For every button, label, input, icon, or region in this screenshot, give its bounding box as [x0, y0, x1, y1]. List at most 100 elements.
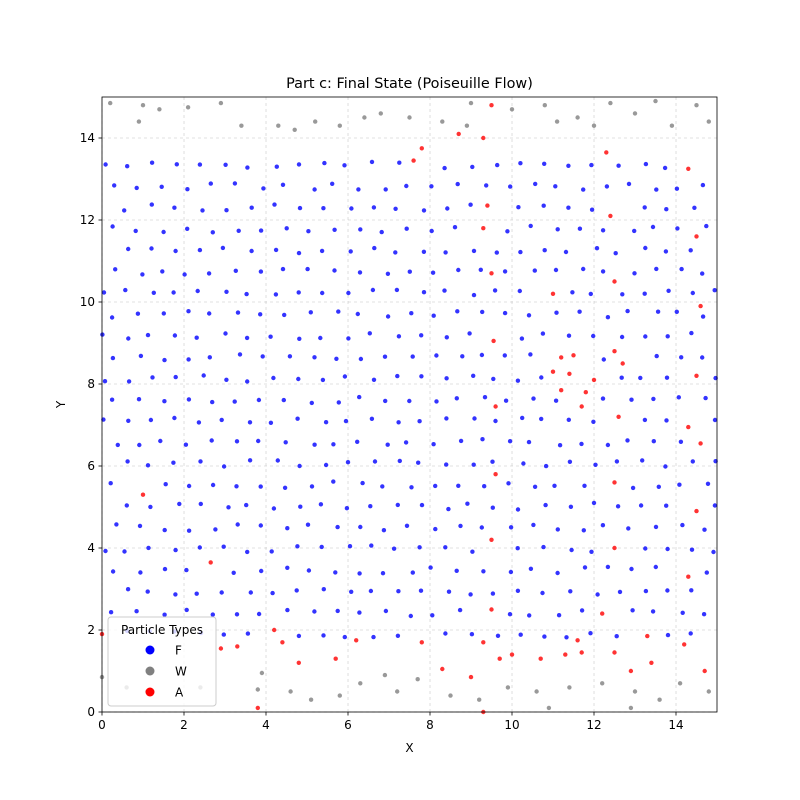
- particle-F: [419, 333, 424, 338]
- particle-F: [173, 248, 178, 254]
- particle-F: [383, 187, 388, 192]
- particle-F: [556, 613, 562, 618]
- particle-F: [295, 544, 300, 549]
- particle-F: [318, 502, 324, 507]
- legend-title: Particle Types: [121, 623, 203, 637]
- particle-F: [540, 590, 545, 596]
- particle-F: [148, 417, 154, 423]
- particle-F: [223, 162, 228, 167]
- particle-A: [686, 166, 691, 171]
- particle-F: [172, 415, 177, 421]
- particle-F: [515, 588, 521, 593]
- particle-A: [497, 656, 502, 661]
- particle-F: [589, 207, 595, 212]
- particle-F: [345, 460, 351, 465]
- particle-F: [344, 506, 350, 511]
- y-tick-label: 4: [87, 541, 95, 555]
- particle-F: [379, 229, 384, 235]
- particle-F: [678, 439, 684, 444]
- particle-F: [632, 271, 637, 276]
- particle-F: [680, 610, 685, 615]
- particle-F: [396, 420, 401, 425]
- particle-F: [629, 566, 634, 572]
- particle-F: [519, 336, 525, 341]
- particle-A: [616, 414, 621, 419]
- legend-label-A: A: [175, 686, 184, 700]
- particle-F: [221, 544, 226, 549]
- particle-F: [124, 503, 129, 508]
- particle-F: [541, 544, 546, 550]
- x-tick-label: 4: [262, 718, 270, 732]
- particle-F: [185, 187, 190, 192]
- particle-F: [173, 547, 178, 553]
- particle-F: [629, 397, 634, 402]
- particle-F: [126, 336, 131, 341]
- particle-F: [244, 291, 249, 297]
- particle-F: [210, 482, 216, 488]
- particle-F: [471, 373, 476, 378]
- particle-F: [224, 208, 229, 213]
- particle-F: [458, 438, 464, 444]
- particle-F: [256, 611, 262, 617]
- particle-A: [468, 674, 474, 680]
- particle-F: [630, 485, 636, 491]
- particle-F: [552, 483, 557, 488]
- particle-F: [482, 484, 487, 489]
- particle-F: [456, 483, 461, 488]
- particle-F: [700, 355, 705, 360]
- particle-F: [484, 183, 489, 188]
- particle-F: [294, 588, 299, 593]
- particle-F: [543, 502, 548, 508]
- particle-F: [358, 524, 363, 530]
- particle-F: [245, 379, 250, 384]
- particle-F: [689, 330, 694, 336]
- particle-F: [531, 522, 536, 528]
- particle-F: [579, 608, 585, 613]
- particle-F: [689, 588, 694, 593]
- particle-F: [515, 507, 521, 512]
- particle-F: [480, 437, 485, 442]
- particle-A: [612, 650, 617, 655]
- particle-F: [249, 205, 254, 210]
- particle-F: [137, 442, 142, 448]
- particle-A: [550, 369, 556, 374]
- particle-F: [593, 462, 598, 467]
- particle-F: [600, 523, 606, 528]
- particle-W: [415, 677, 420, 682]
- particle-A: [702, 668, 707, 674]
- particle-F: [506, 481, 511, 486]
- particle-F: [268, 420, 274, 425]
- particle-F: [273, 247, 279, 253]
- particle-F: [136, 397, 142, 402]
- particle-F: [555, 570, 560, 576]
- particle-W: [608, 100, 613, 106]
- particle-F: [270, 590, 275, 596]
- particle-W: [288, 689, 293, 694]
- particle-F: [508, 525, 514, 530]
- y-tick-label: 2: [87, 623, 95, 637]
- legend-label-F: F: [175, 644, 182, 658]
- particle-F: [481, 569, 486, 574]
- particle-F: [221, 632, 226, 637]
- particle-F: [454, 396, 459, 401]
- particle-F: [357, 394, 362, 400]
- particle-F: [123, 287, 128, 293]
- particle-F: [383, 608, 389, 614]
- particle-W: [694, 103, 699, 108]
- particle-F: [404, 183, 409, 189]
- particle-F: [471, 292, 477, 298]
- particle-F: [446, 506, 451, 512]
- particle-W: [706, 119, 711, 124]
- particle-F: [258, 228, 264, 233]
- particle-W: [509, 107, 515, 112]
- particle-A: [440, 666, 445, 672]
- particle-F: [112, 183, 117, 188]
- particle-F: [149, 160, 155, 165]
- particle-F: [654, 353, 659, 359]
- particle-F: [271, 375, 276, 381]
- particle-W: [395, 689, 400, 694]
- particle-A: [489, 607, 494, 612]
- particle-F: [528, 566, 534, 571]
- particle-W: [308, 697, 314, 702]
- particle-F: [664, 503, 669, 508]
